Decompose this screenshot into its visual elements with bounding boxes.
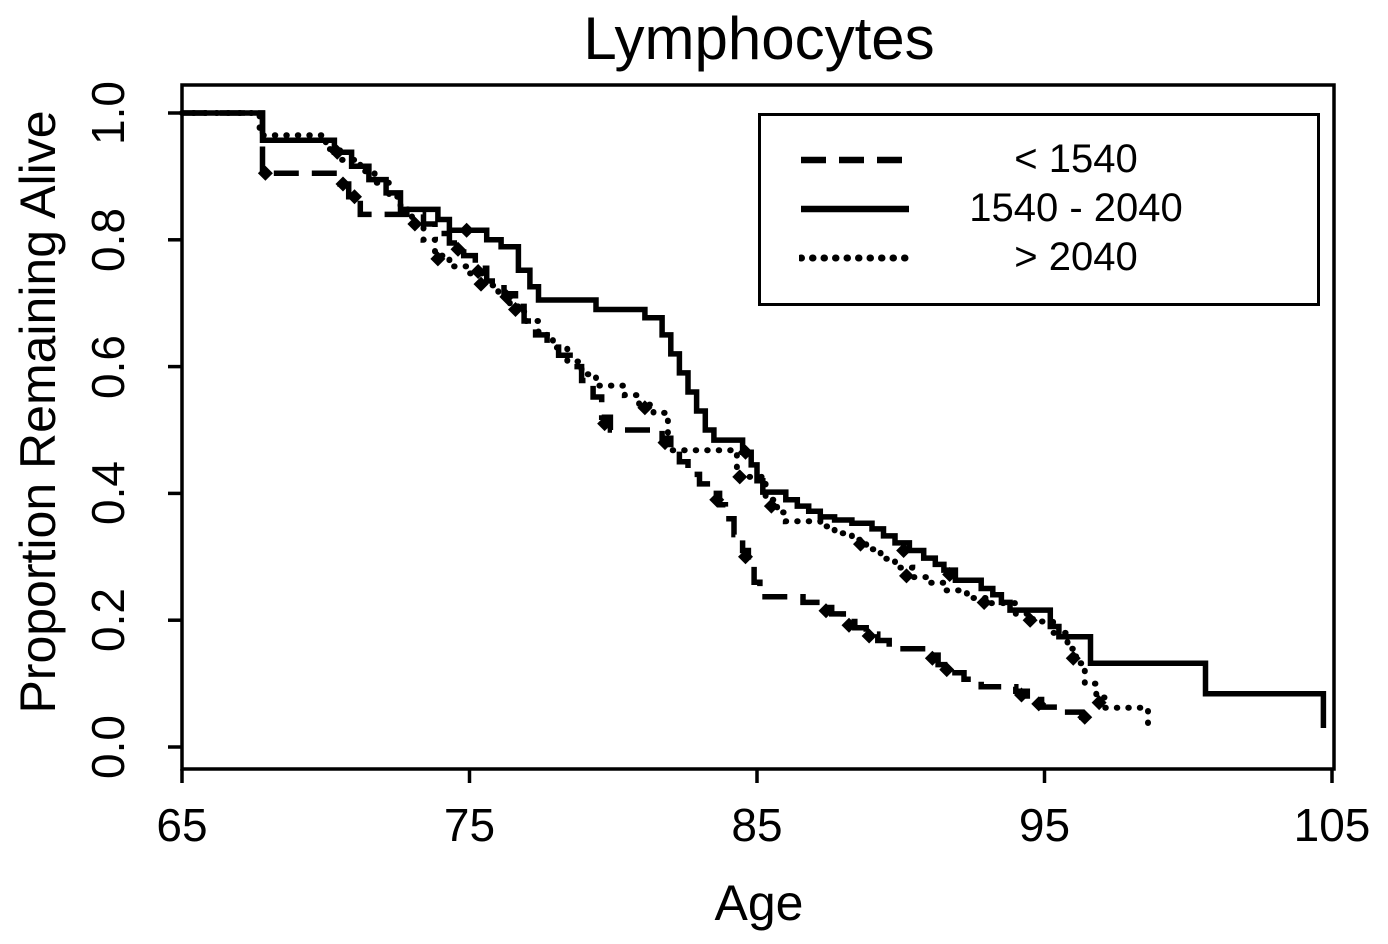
censor-mark-1540-2040 xyxy=(942,567,958,583)
censor-mark-gt-2040 xyxy=(637,400,653,416)
censor-mark-lt-1540 xyxy=(709,492,725,508)
censor-mark-lt-1540 xyxy=(335,176,351,192)
legend-line-sample-solid xyxy=(801,205,909,212)
censor-mark-lt-1540 xyxy=(657,435,673,451)
censor-mark-lt-1540 xyxy=(1014,687,1029,703)
censor-mark-gt-2040 xyxy=(473,276,489,292)
censor-mark-lt-1540 xyxy=(450,241,466,257)
censor-mark-lt-1540 xyxy=(597,416,613,432)
legend-item-1540-2040: 1540 - 2040 xyxy=(761,184,1317,233)
censor-mark-lt-1540 xyxy=(347,189,362,205)
censor-mark-lt-1540 xyxy=(407,216,423,232)
censor-mark-lt-1540 xyxy=(1077,709,1093,725)
censor-mark-gt-2040 xyxy=(508,302,523,318)
censor-mark-lt-1540 xyxy=(924,650,940,666)
legend-label: < 1540 xyxy=(1014,137,1138,181)
censor-mark-gt-2040 xyxy=(853,536,868,552)
censor-mark-lt-1540 xyxy=(818,603,834,619)
legend: < 1540 1540 - 2040 > 2040 xyxy=(758,113,1320,306)
legend-label: 1540 - 2040 xyxy=(969,186,1183,230)
legend-label: > 2040 xyxy=(1014,235,1138,279)
censor-mark-lt-1540 xyxy=(470,264,486,279)
x-axis-label: Age xyxy=(714,875,804,931)
censor-mark-gt-2040 xyxy=(430,251,446,267)
legend-line-sample-dashed xyxy=(801,156,909,163)
legend-item-gt-2040: > 2040 xyxy=(761,233,1317,282)
legend-line-sample-dotted xyxy=(799,254,911,261)
censor-mark-lt-1540 xyxy=(1031,696,1047,712)
censor-mark-1540-2040 xyxy=(459,222,475,238)
censor-mark-gt-2040 xyxy=(732,469,748,485)
censor-mark-gt-2040 xyxy=(899,568,914,584)
censor-mark-gt-2040 xyxy=(763,498,779,514)
censor-mark-lt-1540 xyxy=(499,289,515,305)
censor-mark-lt-1540 xyxy=(841,617,857,633)
censor-mark-lt-1540 xyxy=(861,628,877,644)
censor-mark-gt-2040 xyxy=(1065,650,1081,666)
chart-title: Lymphocytes xyxy=(583,5,935,72)
censor-mark-lt-1540 xyxy=(257,165,273,181)
censor-mark-lt-1540 xyxy=(738,549,753,565)
censor-mark-gt-2040 xyxy=(1022,612,1038,628)
censor-mark-1540-2040 xyxy=(738,444,753,460)
censor-mark-gt-2040 xyxy=(1091,695,1107,711)
censor-mark-1540-2040 xyxy=(329,144,345,160)
censor-mark-gt-2040 xyxy=(976,594,992,610)
legend-item-lt-1540: < 1540 xyxy=(761,135,1317,184)
censor-mark-1540-2040 xyxy=(896,542,912,558)
curve-lt-1540 xyxy=(182,110,1100,720)
censor-mark-lt-1540 xyxy=(939,662,955,678)
